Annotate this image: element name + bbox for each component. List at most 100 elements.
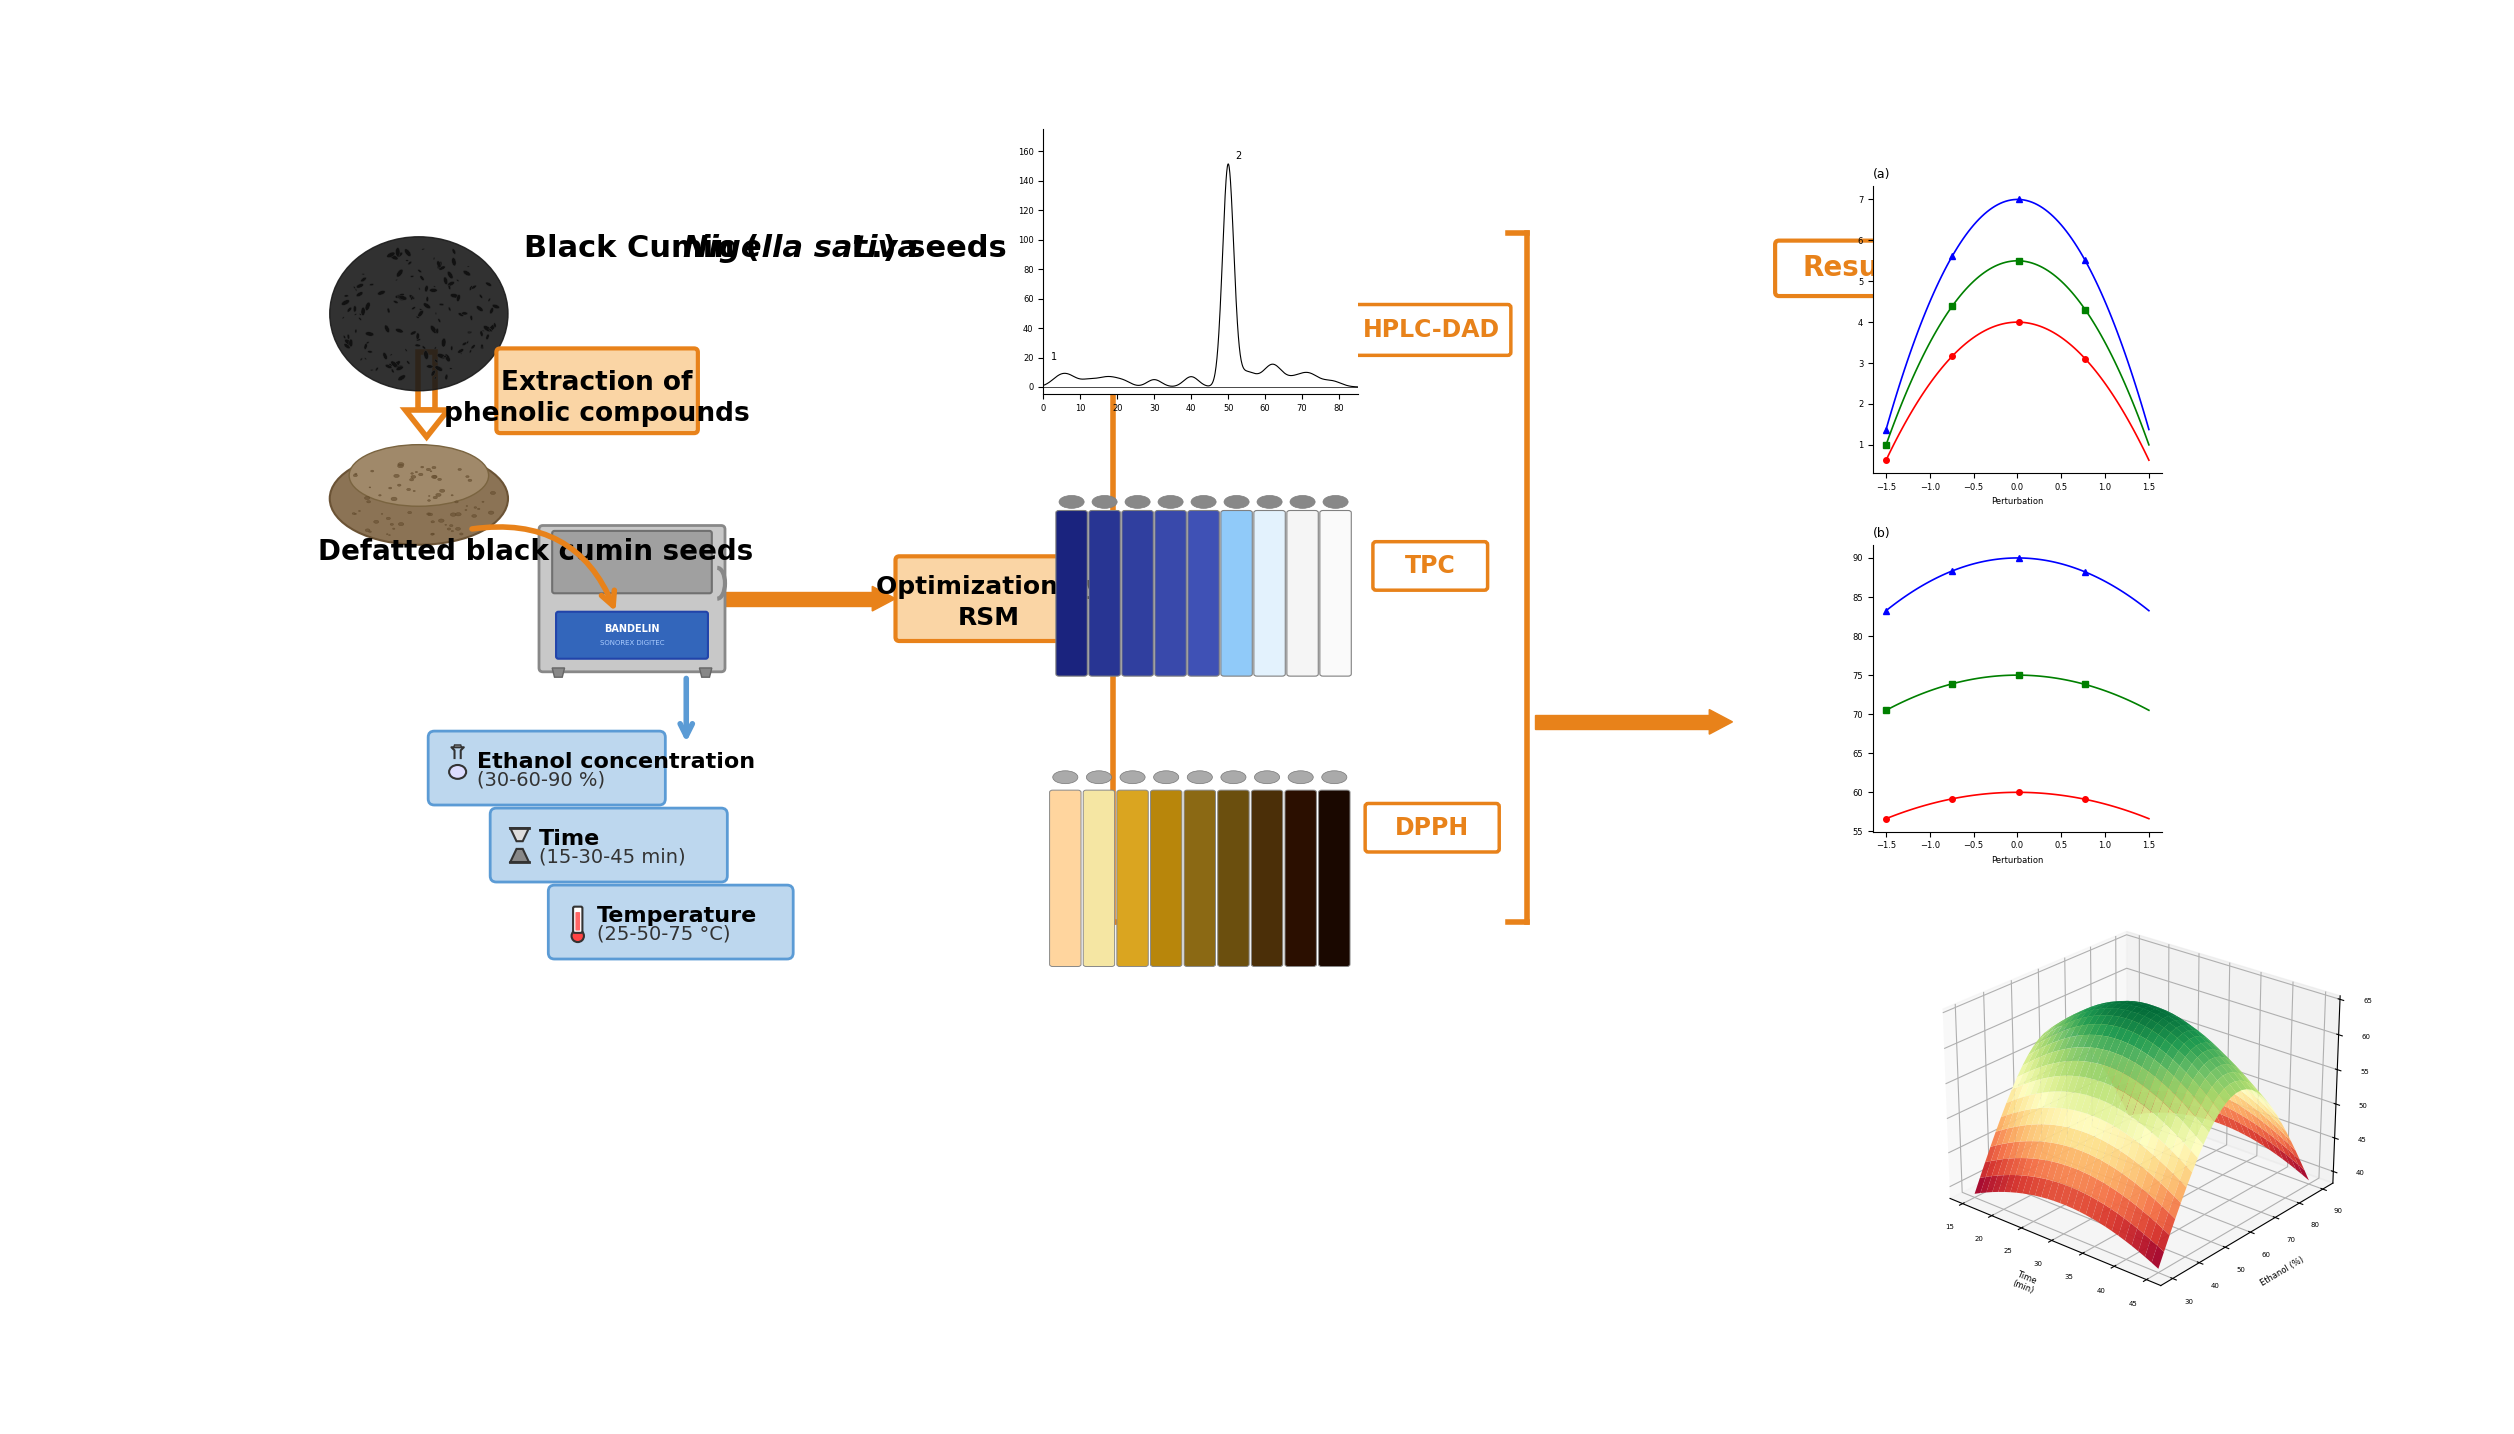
- Ellipse shape: [571, 929, 583, 942]
- Ellipse shape: [440, 367, 442, 370]
- Ellipse shape: [425, 297, 427, 301]
- FancyBboxPatch shape: [1084, 790, 1114, 967]
- Ellipse shape: [432, 496, 437, 499]
- Ellipse shape: [455, 528, 460, 531]
- Text: 2: 2: [1234, 151, 1242, 161]
- Ellipse shape: [483, 326, 490, 331]
- Ellipse shape: [1224, 496, 1249, 509]
- Ellipse shape: [480, 347, 483, 348]
- Ellipse shape: [410, 476, 415, 479]
- Text: (a): (a): [1873, 168, 1891, 181]
- FancyBboxPatch shape: [490, 809, 727, 882]
- Ellipse shape: [417, 310, 422, 317]
- Ellipse shape: [354, 475, 357, 476]
- Text: (30-60-90 %): (30-60-90 %): [478, 771, 606, 790]
- Ellipse shape: [329, 452, 508, 545]
- Ellipse shape: [488, 324, 495, 331]
- Ellipse shape: [432, 475, 437, 479]
- FancyBboxPatch shape: [1189, 511, 1219, 677]
- Ellipse shape: [1290, 496, 1315, 509]
- Ellipse shape: [422, 346, 425, 348]
- Ellipse shape: [390, 255, 397, 260]
- Polygon shape: [453, 744, 463, 747]
- Ellipse shape: [395, 248, 400, 257]
- Polygon shape: [405, 410, 447, 437]
- Ellipse shape: [480, 344, 483, 348]
- Ellipse shape: [395, 361, 400, 367]
- Ellipse shape: [1058, 496, 1084, 509]
- Ellipse shape: [395, 294, 402, 298]
- Ellipse shape: [410, 295, 412, 300]
- Ellipse shape: [480, 331, 483, 337]
- Ellipse shape: [360, 317, 362, 320]
- FancyBboxPatch shape: [1365, 803, 1498, 852]
- Ellipse shape: [370, 531, 372, 532]
- Ellipse shape: [407, 361, 410, 364]
- Text: Defatted black cumin seeds: Defatted black cumin seeds: [319, 538, 754, 566]
- Text: Time: Time: [538, 829, 601, 849]
- Ellipse shape: [473, 285, 478, 290]
- Ellipse shape: [437, 354, 445, 358]
- Ellipse shape: [468, 331, 470, 333]
- Ellipse shape: [1053, 771, 1079, 783]
- FancyBboxPatch shape: [1775, 241, 1946, 295]
- FancyBboxPatch shape: [1320, 511, 1353, 677]
- Ellipse shape: [427, 499, 430, 502]
- Ellipse shape: [455, 500, 458, 503]
- Ellipse shape: [380, 291, 385, 294]
- Ellipse shape: [447, 271, 453, 278]
- Ellipse shape: [397, 522, 405, 526]
- Ellipse shape: [392, 369, 395, 373]
- Ellipse shape: [437, 261, 440, 268]
- Ellipse shape: [430, 521, 435, 523]
- Ellipse shape: [427, 364, 432, 369]
- Text: (25-50-75 °C): (25-50-75 °C): [598, 925, 732, 944]
- Ellipse shape: [447, 285, 450, 290]
- FancyBboxPatch shape: [556, 612, 709, 658]
- Ellipse shape: [370, 470, 375, 472]
- Ellipse shape: [458, 280, 460, 281]
- Ellipse shape: [425, 285, 427, 293]
- Ellipse shape: [460, 533, 463, 535]
- Ellipse shape: [447, 281, 455, 287]
- Ellipse shape: [453, 258, 455, 265]
- Ellipse shape: [493, 304, 500, 308]
- Ellipse shape: [365, 344, 367, 350]
- Ellipse shape: [344, 295, 349, 297]
- Text: Black Cumin (: Black Cumin (: [523, 234, 759, 262]
- Ellipse shape: [397, 366, 402, 370]
- Ellipse shape: [1126, 496, 1151, 509]
- Ellipse shape: [397, 374, 405, 381]
- Ellipse shape: [382, 353, 387, 360]
- Ellipse shape: [420, 466, 425, 467]
- Ellipse shape: [375, 367, 377, 371]
- Ellipse shape: [470, 344, 475, 348]
- Ellipse shape: [432, 476, 437, 478]
- Ellipse shape: [1222, 771, 1247, 783]
- Ellipse shape: [435, 328, 437, 334]
- Ellipse shape: [407, 261, 412, 265]
- Ellipse shape: [493, 323, 495, 327]
- FancyBboxPatch shape: [1222, 511, 1252, 677]
- Ellipse shape: [1254, 771, 1280, 783]
- Ellipse shape: [365, 331, 375, 336]
- Ellipse shape: [400, 295, 407, 300]
- Ellipse shape: [440, 303, 445, 305]
- Ellipse shape: [349, 338, 352, 347]
- Ellipse shape: [422, 248, 425, 250]
- Ellipse shape: [385, 364, 392, 369]
- Ellipse shape: [344, 338, 352, 346]
- Ellipse shape: [387, 252, 395, 258]
- Ellipse shape: [470, 285, 473, 291]
- FancyArrowPatch shape: [473, 526, 613, 605]
- Ellipse shape: [400, 297, 407, 301]
- Ellipse shape: [488, 298, 490, 301]
- FancyBboxPatch shape: [553, 531, 711, 594]
- Ellipse shape: [370, 370, 372, 371]
- Ellipse shape: [445, 374, 447, 380]
- Ellipse shape: [488, 511, 493, 515]
- Ellipse shape: [344, 344, 349, 348]
- Ellipse shape: [370, 284, 375, 285]
- Ellipse shape: [473, 515, 478, 518]
- Ellipse shape: [407, 489, 410, 490]
